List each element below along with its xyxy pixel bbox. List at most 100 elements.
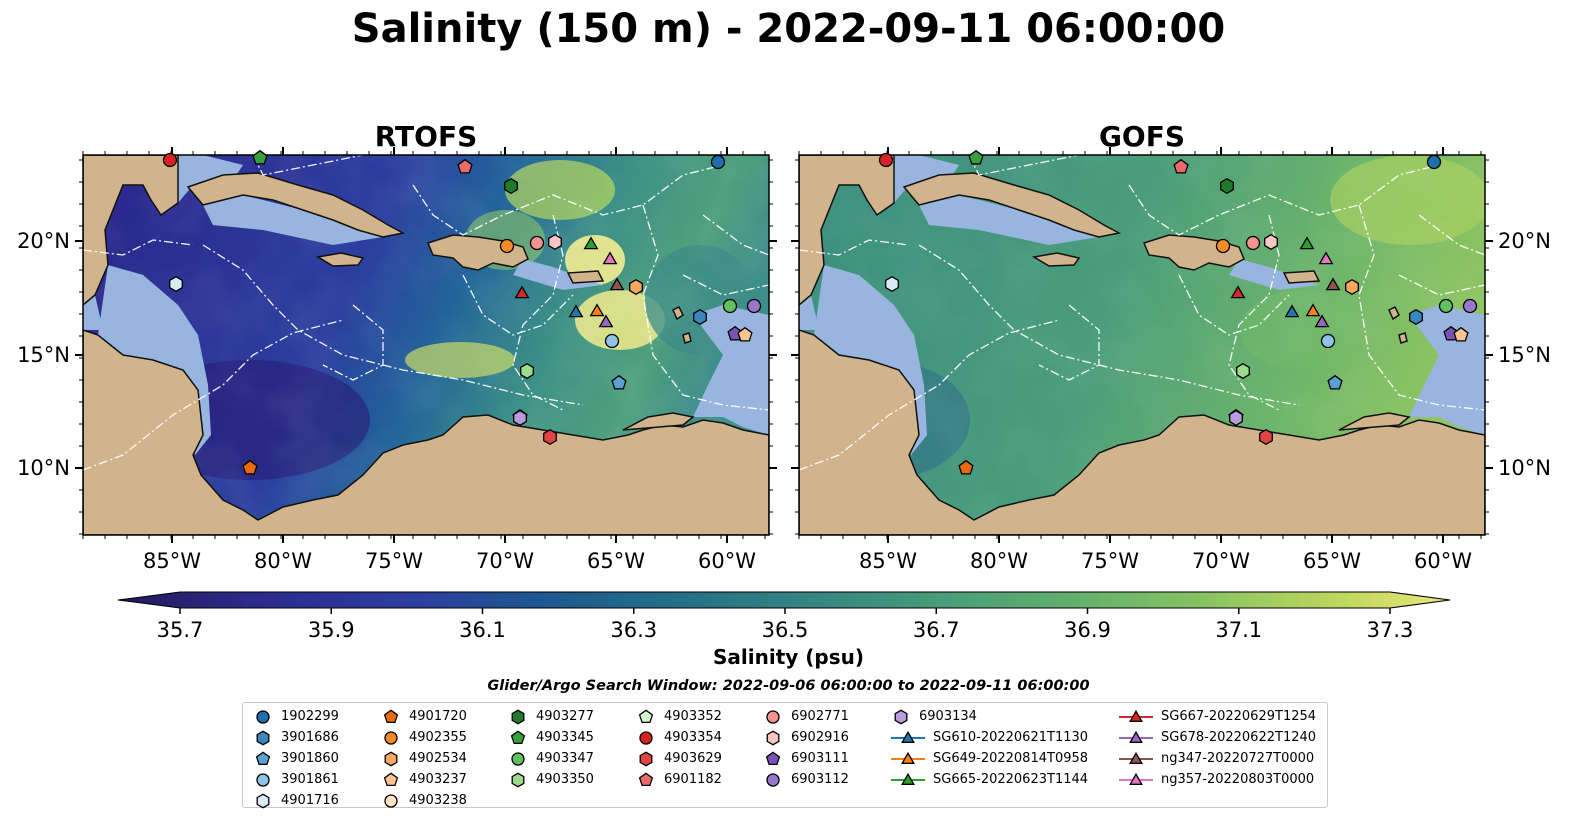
- legend-marker: [1129, 772, 1143, 785]
- legend-marker: [256, 793, 270, 808]
- legend-label: 3901686: [281, 730, 339, 745]
- platform-marker-rtofs: [457, 158, 473, 174]
- legend-item: 3901861: [253, 769, 339, 790]
- platform-marker-rtofs: [529, 235, 545, 251]
- legend-label: 4903350: [536, 772, 594, 787]
- legend-item: ng347-20220727T0000: [1119, 748, 1316, 769]
- legend-marker-icon: [638, 771, 654, 786]
- platform-marker-rtofs: [737, 326, 753, 342]
- legend-marker-icon: [1119, 772, 1153, 785]
- legend-item: 4903354: [636, 727, 722, 748]
- platform-marker-rtofs: [629, 278, 643, 296]
- legend-marker: [1129, 751, 1143, 764]
- lon-tick-label: 60°W: [1414, 549, 1472, 573]
- legend-marker-icon: [894, 709, 908, 724]
- platform-marker-gofs: [1220, 177, 1234, 195]
- legend-label: 4902534: [409, 751, 467, 766]
- legend-marker-icon: [891, 772, 925, 785]
- lon-tick-label: 85°W: [859, 549, 917, 573]
- legend-item: 6903111: [763, 748, 849, 769]
- map-figure: 85°W 85°W 80°W 80°W 75°W 75°W 70°W 70°W 65°W 65°W…: [17, 147, 1551, 642]
- legend-item: SG667-20220629T1254: [1119, 706, 1316, 727]
- legend-label: 4901716: [281, 793, 339, 808]
- legend-marker-icon: [256, 772, 270, 787]
- legend-item: 1902299: [253, 706, 339, 727]
- legend-item: 4903238: [381, 790, 467, 811]
- lon-tick-label: 70°W: [476, 549, 534, 573]
- legend-item: 4903347: [508, 748, 594, 769]
- platform-marker-rtofs: [722, 298, 738, 314]
- colorbar-tick-label: 36.9: [1064, 618, 1111, 642]
- legend-marker-icon: [384, 751, 398, 766]
- legend-marker-icon: [766, 772, 780, 787]
- lat-tick-label: 10°N: [1498, 456, 1551, 480]
- lon-tick-label: 80°W: [254, 549, 312, 573]
- lat-tick-label: 20°N: [1498, 229, 1551, 253]
- platform-marker-gofs: [1236, 362, 1250, 380]
- legend-column: 6902771 6902916 6903111 6903112: [763, 706, 849, 790]
- platform-marker-rtofs: [609, 277, 625, 291]
- legend-label: 4903345: [536, 730, 594, 745]
- platform-marker-rtofs: [513, 409, 527, 427]
- legend-item: 3901686: [253, 727, 339, 748]
- legend-marker-icon: [766, 730, 780, 745]
- platform-marker-gofs: [1320, 333, 1336, 349]
- legend-item: SG649-20220814T0958: [891, 748, 1088, 769]
- colorbar-tick-label: 35.9: [308, 618, 355, 642]
- platform-marker-gofs: [1327, 374, 1343, 390]
- platform-marker-rtofs: [514, 285, 530, 299]
- lon-tick-label: 75°W: [1081, 549, 1139, 573]
- colorbar-tick-label: 36.7: [913, 618, 960, 642]
- legend-column: 4901720 4902355 4902534 4903237 4903238: [381, 706, 467, 811]
- legend-marker: [511, 709, 525, 724]
- platform-marker-rtofs: [611, 374, 627, 390]
- legend-item: 4903277: [508, 706, 594, 727]
- lon-tick-label: 70°W: [1192, 549, 1250, 573]
- legend-label: 4903354: [664, 730, 722, 745]
- legend-item: 4901716: [253, 790, 339, 811]
- legend-column: SG667-20220629T1254 SG678-20220622T1240 ng…: [1119, 706, 1316, 790]
- platform-marker-gofs: [1299, 236, 1315, 250]
- legend-label: 3901861: [281, 772, 339, 787]
- legend-label: 4903629: [664, 751, 722, 766]
- legend-marker-icon: [383, 771, 399, 786]
- legend-marker: [383, 771, 399, 786]
- legend-label: 4901720: [409, 709, 467, 724]
- figure-title: Salinity (150 m) - 2022-09-11 06:00:00: [351, 6, 1226, 52]
- legend-label: ng347-20220727T0000: [1161, 751, 1315, 766]
- legend-marker: [901, 751, 915, 764]
- colorbar-tick-label: 36.1: [459, 618, 506, 642]
- lon-tick-label: 80°W: [970, 549, 1028, 573]
- legend-marker: [1129, 709, 1143, 722]
- legend-marker-icon: [256, 793, 270, 808]
- platform-marker-gofs: [885, 275, 899, 293]
- legend-column: 4903277 4903345 4903347 4903350: [508, 706, 594, 790]
- legend-marker-icon: [1119, 730, 1153, 743]
- platform-marker-rtofs: [543, 428, 557, 446]
- legend-item: 6903112: [763, 769, 849, 790]
- legend-label: 4903352: [664, 709, 722, 724]
- legend-label: 4902355: [409, 730, 467, 745]
- lat-tick-label: 20°N: [17, 229, 70, 253]
- legend-marker: [384, 730, 398, 745]
- legend: 1902299 3901686 3901860 3901861 4901716 49017…: [242, 702, 1328, 808]
- platform-marker-gofs: [1426, 154, 1442, 170]
- colorbar-tick-label: 35.7: [157, 618, 204, 642]
- legend-label: SG610-20220621T1130: [933, 730, 1089, 745]
- legend-marker: [511, 751, 525, 766]
- platform-marker-gofs: [1409, 308, 1423, 326]
- platform-marker-gofs: [1438, 298, 1454, 314]
- platform-marker-rtofs: [693, 308, 707, 326]
- platform-marker-rtofs: [169, 275, 183, 293]
- legend-item: 6902771: [763, 706, 849, 727]
- legend-marker: [511, 772, 525, 787]
- legend-marker-icon: [256, 709, 270, 724]
- legend-marker: [510, 729, 526, 744]
- platform-marker-gofs: [878, 152, 894, 168]
- lon-tick-label: 65°W: [1303, 549, 1361, 573]
- legend-item: 4902534: [381, 748, 467, 769]
- legend-marker-icon: [766, 709, 780, 724]
- legend-item: 4903345: [508, 727, 594, 748]
- legend-item: 4903237: [381, 769, 467, 790]
- lat-tick-label: 15°N: [1498, 343, 1551, 367]
